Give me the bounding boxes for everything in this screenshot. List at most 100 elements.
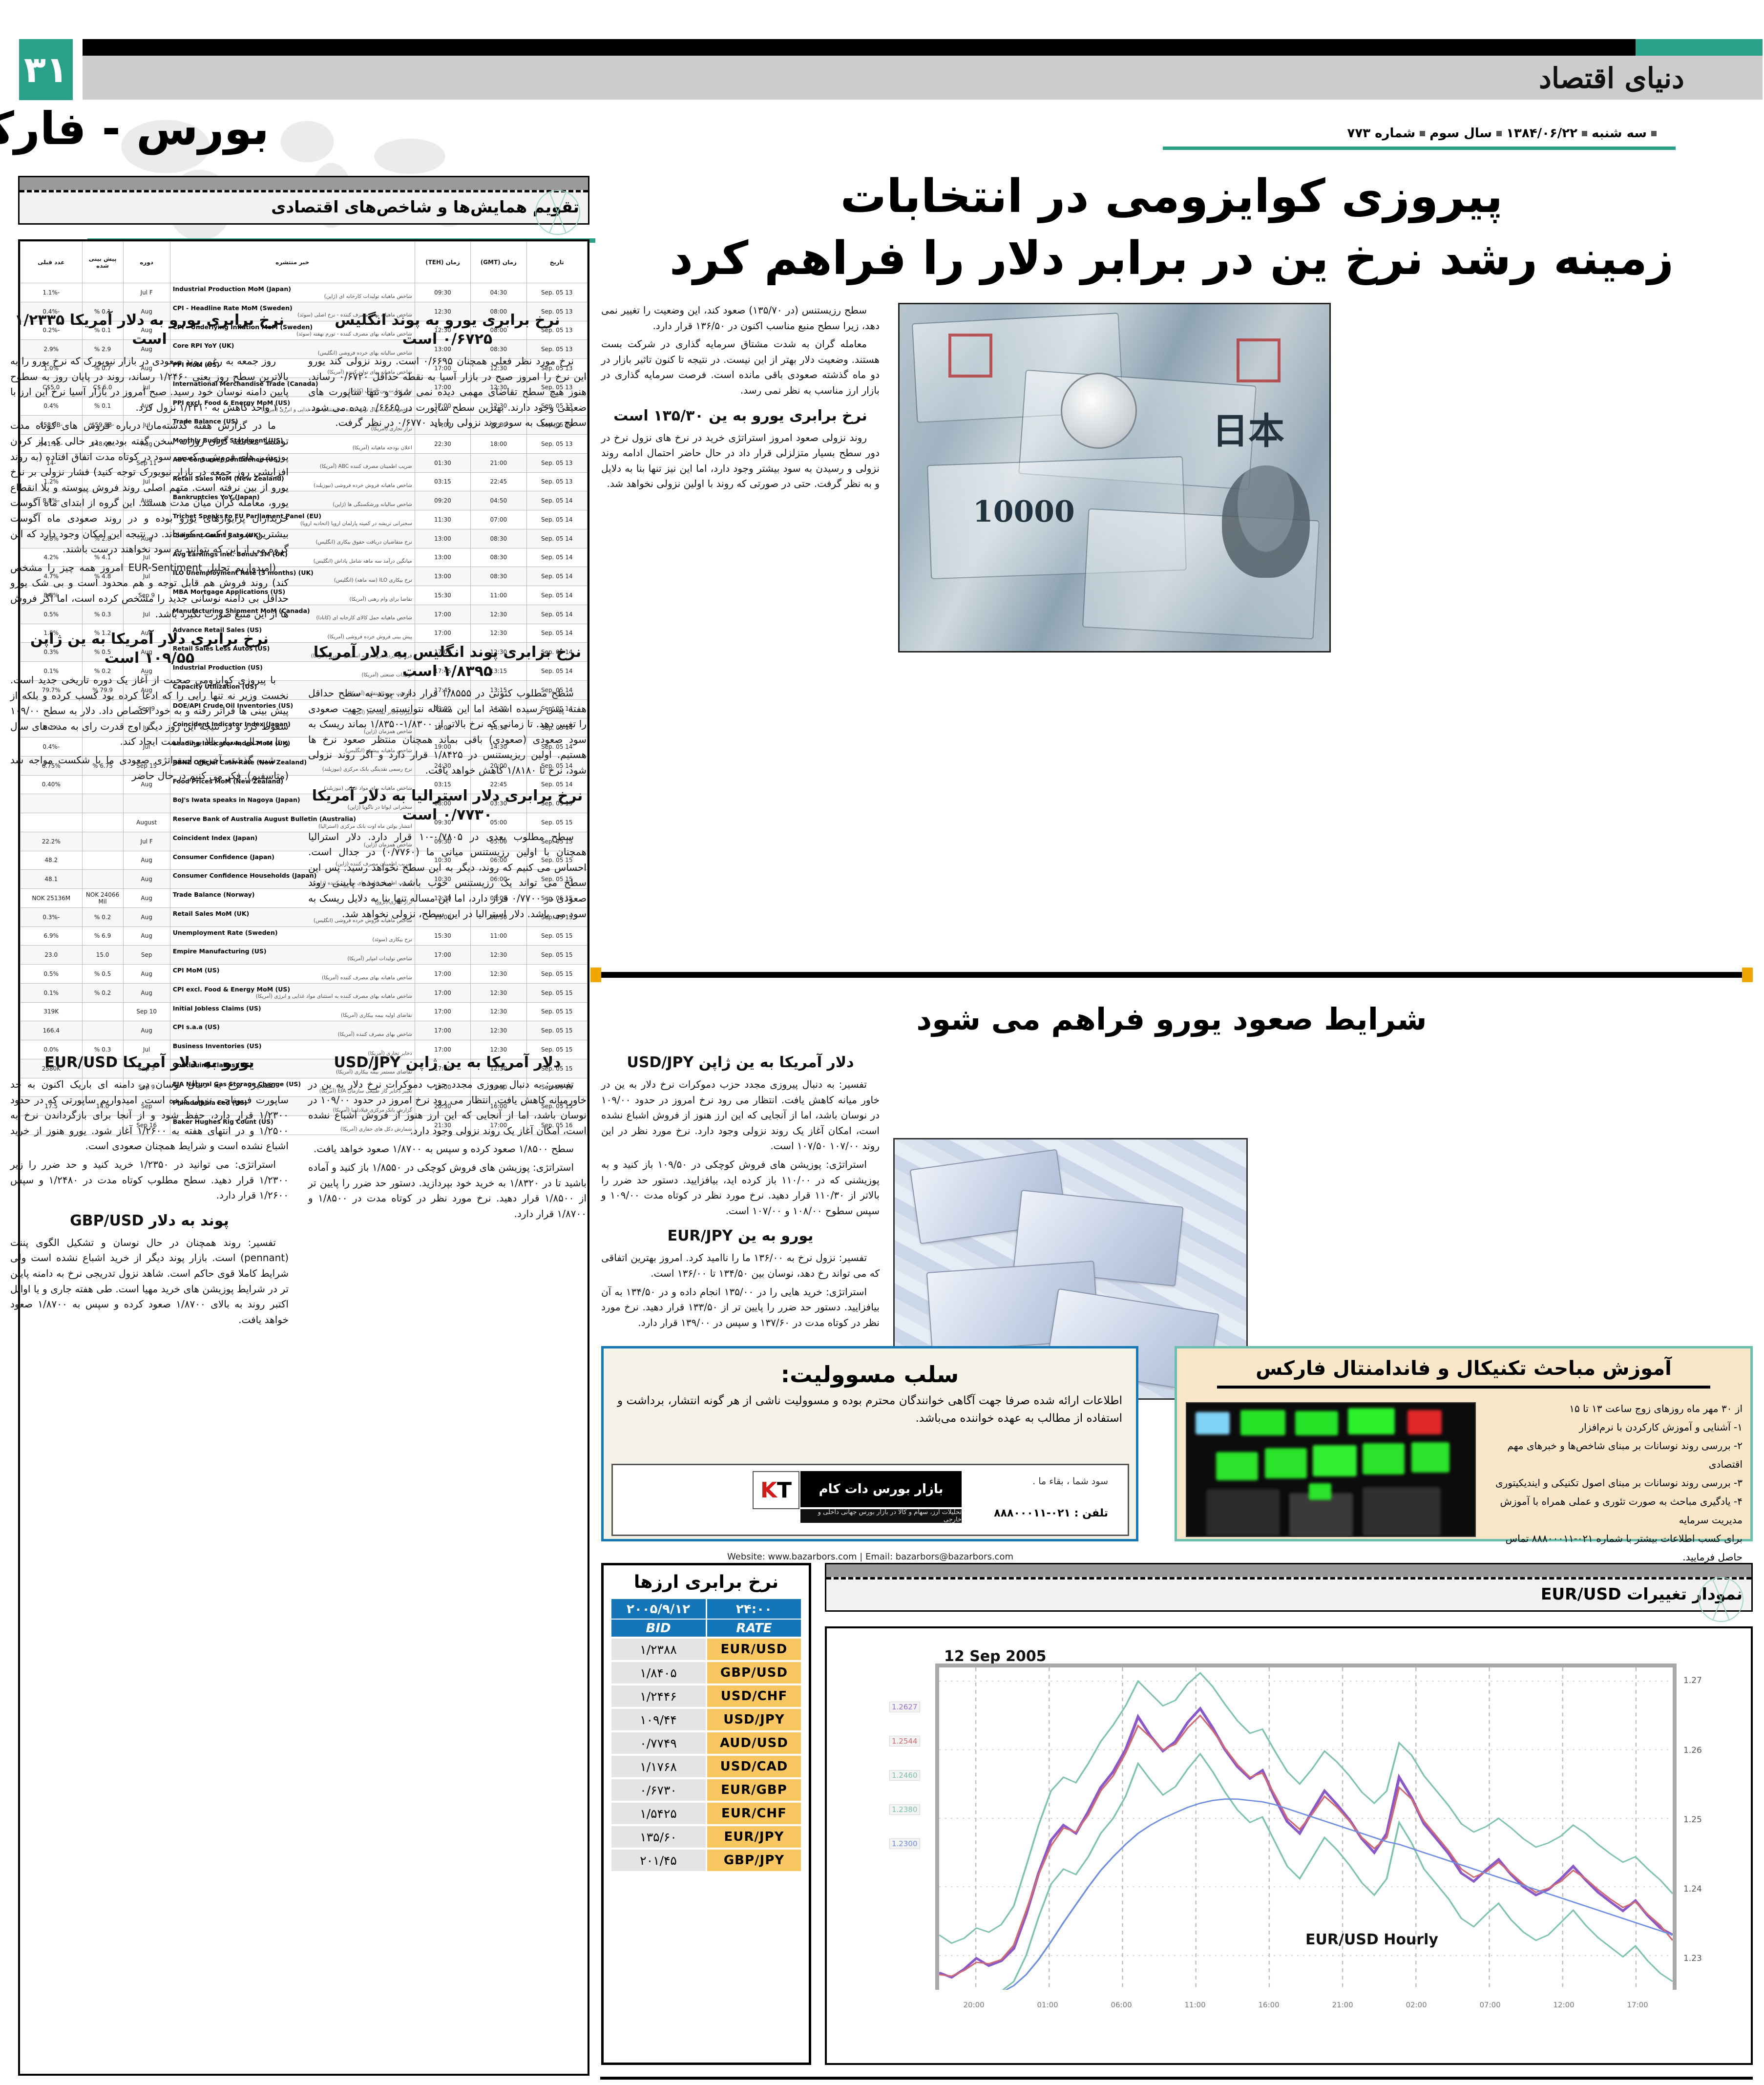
cell-teh: 20:30 [415, 1096, 472, 1116]
event-name-fa: شاخص بهای مصرف کننده (آمریکا) [338, 1031, 413, 1037]
cell-date: 14 Sep. 05 [526, 528, 588, 548]
paragraph: تفسیر: به دنبال پیروزی مجدد حزب دموکرات … [602, 1078, 880, 1152]
cell-date: 13 Sep. 05 [526, 453, 588, 473]
cell-gmt: 13:15 [471, 661, 527, 681]
event-name-en: Trade Balance (Norway) [173, 891, 255, 898]
cell-event: Leading Indicator Index MoM (UK) شاخص ماه… [170, 737, 416, 757]
cell-forecast: 4.1 % [82, 548, 124, 568]
cell-event: CPI excl. Food & Energy MoM (US) شاخص ماه… [170, 983, 416, 1003]
chart-xtick: 16:00 [1259, 2001, 1280, 2009]
cell-teh: 09:30 [415, 813, 472, 832]
cell-event: Core RPI YoY (UK) شاخص سالیانه بهای خرده … [170, 339, 416, 359]
cell-previous: -0.4% [21, 301, 83, 321]
subheading-eur-jpy: نرخ برابری یورو به ین ۱۳۵/۳۰ است [614, 407, 868, 424]
cell-event: Industrial Production MoM (Japan) شاخص ما… [170, 283, 416, 302]
cell-period: Sep [123, 945, 171, 965]
banknote-denomination: 10000 [973, 495, 1075, 529]
event-name-fa: شاخص ماهیانه بهای مصرف کننده به استثنای … [256, 993, 413, 1000]
cell-period: Aug [123, 434, 171, 454]
event-name-fa: شاخص ماهیانه فروش خرده فروشی (نیوزیلند) [314, 483, 413, 489]
cell-previous: 0.0% [21, 1040, 83, 1059]
event-name-en: CPI - Underlying Inflation MoM (Sweden) [173, 323, 314, 331]
cell-event: Claimant Count Rate (UK) نرخ متقاضیان دری… [170, 528, 416, 548]
cell-forecast [82, 283, 124, 302]
cell-forecast: 0.2 % [82, 907, 124, 927]
chart-title: نمودار تغییرات EUR/USD [1541, 1584, 1743, 1603]
subheading-usd-jpy: نرخ برابری دلار آمریکا به ین ژاپن ۱۰۹/۵۵… [31, 631, 269, 667]
chart-series-slow-ma [939, 1798, 1674, 2004]
event-name-fa: اعلان بودجه ماهیانه (آمریکا) [353, 444, 413, 451]
training-ad-box[interactable]: آموزش مباحث تکنیکال و فاندامنتال فارکس ا… [1175, 1346, 1753, 1563]
cell-date: 15 Sep. 05 [526, 1058, 588, 1078]
cell-date: 13 Sep. 05 [526, 396, 588, 416]
fx-pair: GBP/JPY [707, 1850, 802, 1871]
cell-previous: -1.1% [21, 283, 83, 302]
cell-period: Sep 9 [123, 699, 171, 719]
training-point: از ۳۰ مهر ماه روزهای زوج ساعت ۱۳ تا ۱۵ [1570, 1403, 1743, 1414]
cell-previous: 1.8% [21, 623, 83, 643]
cell-previous: 0.1% [21, 661, 83, 681]
cell-forecast: 79.9 % [82, 680, 124, 700]
cell-gmt: 21:00 [471, 453, 527, 473]
cell-teh: 17:00 [415, 945, 472, 965]
fx-bid: ۲۰۱/۴۵ [611, 1850, 706, 1871]
table-row: 13 Sep. 05 04:30 09:30 Industrial Productio… [21, 283, 588, 302]
event-name-fa: شاخص ماهیانه بهای تولید کننده (آمریکا) [328, 369, 413, 375]
cell-previous: 6.9% [21, 926, 83, 946]
cell-period: Aug [123, 775, 171, 795]
bazarbors-web-email[interactable]: Website: www.bazarbors.com | Email: baza… [728, 1552, 1014, 1562]
cell-previous [21, 794, 83, 813]
coin [1061, 373, 1137, 449]
fx-th-rate: ۲۴:۰۰ RATE [707, 1599, 802, 1637]
yen-banknote-photo: 10000 日本 [899, 303, 1331, 653]
cell-date: 14 Sep. 05 [526, 510, 588, 529]
calendar-table-container[interactable]: تاریخ زمان (GMT) زمان (TEH) خبر منتشره د… [19, 239, 590, 2076]
chart-ytick-right: 1.24 [1684, 1884, 1702, 1894]
cell-period: Jul [123, 472, 171, 492]
bazarbors-slogan: سود شما ، بقاء ما . [1033, 1476, 1109, 1487]
cell-forecast: 0.1 % [82, 396, 124, 416]
cell-gmt: 08:30 [471, 548, 527, 568]
cell-event: Empire Manufacturing (US) شاخص تولیدات ام… [170, 945, 416, 965]
cell-period: Aug [123, 888, 171, 908]
cell-teh: 17:00 [415, 1021, 472, 1040]
chart-xtick: 20:00 [964, 2001, 985, 2009]
cell-forecast [82, 1116, 124, 1135]
event-name-en: Coincident Indicator Index (Japan) [173, 720, 291, 728]
subheading-usdjpy-2: دلار آمریکا به ین ژاپن USD/JPY [334, 1054, 562, 1071]
cell-gmt: 12:30 [471, 623, 527, 643]
cell-event: RBNZ Official Cash Rate (New Zealand) نرخ… [170, 756, 416, 776]
paragraph: نرخ مورد نظر فعلی همچنان ۰/۶۶۹۵ است. رون… [309, 355, 588, 429]
cell-teh: 09:20 [415, 491, 472, 510]
cell-period: Jul [123, 604, 171, 624]
event-name-en: Core RPI YoY (UK) [173, 342, 235, 350]
cell-previous: 1.0% [21, 358, 83, 378]
cell-period: Aug [123, 926, 171, 946]
table-row: 13 Sep. 05 18:00 22:30 Monthly Budget State… [21, 434, 588, 454]
cell-forecast [82, 699, 124, 719]
paragraph: استراتژی: پوزیشن های فروش کوچکی در ۱/۸۵۵… [309, 1161, 588, 1220]
cell-date: 15 Sep. 05 [526, 926, 588, 946]
cell-teh: 17:00 [415, 1002, 472, 1022]
cell-gmt: 13:15 [471, 680, 527, 700]
table-row: 14 Sep. 05 08:30 13:00 Avg Earnings incl. B… [21, 548, 588, 568]
cell-date: 14 Sep. 05 [526, 642, 588, 662]
event-name-en: Claimant Count Rate (UK) [173, 531, 262, 539]
cell-forecast: 0.3 % [82, 1040, 124, 1059]
cell-event: Unemployment Rate (Sweden) نرخ بیکاری (سو… [170, 926, 416, 946]
issue-label: شماره ۷۷۳ [1347, 126, 1416, 141]
cell-teh: 17:00 [415, 358, 472, 378]
cell-teh: 17:00 [415, 604, 472, 624]
eurusd-chart[interactable]: 12 Sep 2005 Chart © Copyright Barron Cor… [825, 1626, 1753, 2065]
cell-forecast [82, 869, 124, 889]
cell-forecast [82, 718, 124, 737]
chart-xtick: 02:00 [1406, 2001, 1428, 2009]
cell-previous: 8.8% [21, 586, 83, 605]
cell-period: Aug [123, 680, 171, 700]
cell-previous: 4.2% [21, 548, 83, 568]
event-name-fa: شاخص همزمان (ژاپن) [364, 728, 413, 735]
cell-event: Bankruptcies YoY (Japan) شاخص سالیانه ورش… [170, 491, 416, 510]
training-point: برای کسب اطلاعات بیشتر با شماره ۰۲۱-۸۸۸۰… [1506, 1533, 1743, 1563]
cell-forecast: C$ 6.0 [82, 377, 124, 397]
